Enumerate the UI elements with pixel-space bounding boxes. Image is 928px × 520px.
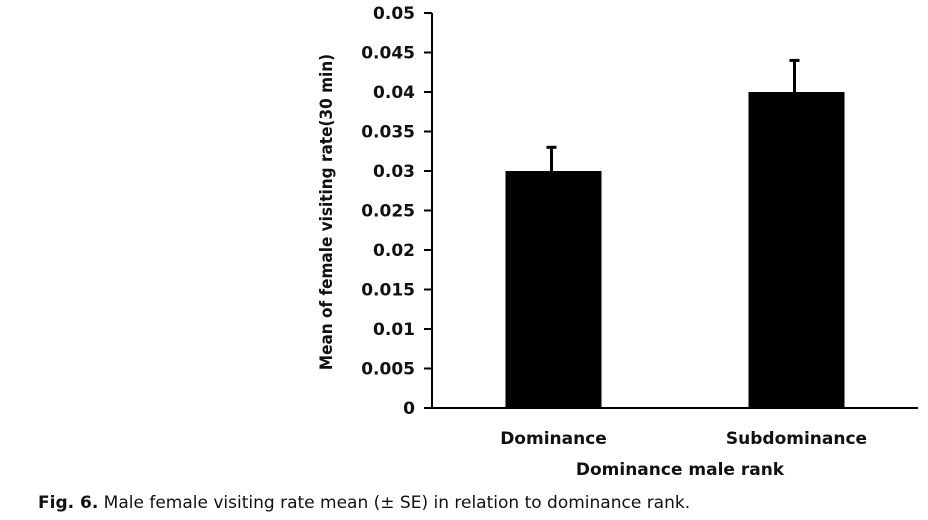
y-tick-label: 0.005 bbox=[361, 360, 415, 380]
y-tick-label: 0.035 bbox=[361, 123, 415, 143]
y-tick-label: 0.02 bbox=[373, 241, 415, 261]
y-tick-label: 0.05 bbox=[373, 4, 415, 24]
y-tick-label: 0.01 bbox=[373, 320, 415, 340]
figure-caption: Fig. 6. Male female visiting rate mean (… bbox=[38, 493, 690, 513]
x-axis-tick-labels: Dominance Subdominance bbox=[500, 429, 867, 449]
x-axis-title: Dominance male rank bbox=[576, 460, 785, 480]
y-tick-label: 0.025 bbox=[361, 202, 415, 222]
bar bbox=[505, 171, 602, 408]
y-tick-label: 0 bbox=[403, 399, 415, 419]
y-tick-label: 0.015 bbox=[361, 281, 415, 301]
y-tick-label: 0.03 bbox=[373, 162, 415, 182]
y-tick-label: 0.04 bbox=[373, 83, 415, 103]
y-axis-ticks: 0 0.005 0.01 0.015 0.02 0.025 0.03 0.035 0.04 0.0… bbox=[361, 4, 432, 419]
bar bbox=[748, 92, 845, 408]
bars bbox=[505, 58, 845, 408]
y-axis-title: Mean of female visiting rate(30 min) bbox=[317, 54, 337, 370]
figure-caption-text: Male female visiting rate mean (± SE) in… bbox=[98, 493, 691, 513]
figure-caption-label: Fig. 6. bbox=[38, 493, 99, 513]
bar-chart: 0 0.005 0.01 0.015 0.02 0.025 0.03 0.035 0.04 0.0… bbox=[317, 4, 918, 480]
y-tick-label: 0.045 bbox=[361, 44, 415, 64]
x-tick-label: Subdominance bbox=[726, 429, 867, 449]
x-tick-label: Dominance bbox=[500, 429, 607, 449]
